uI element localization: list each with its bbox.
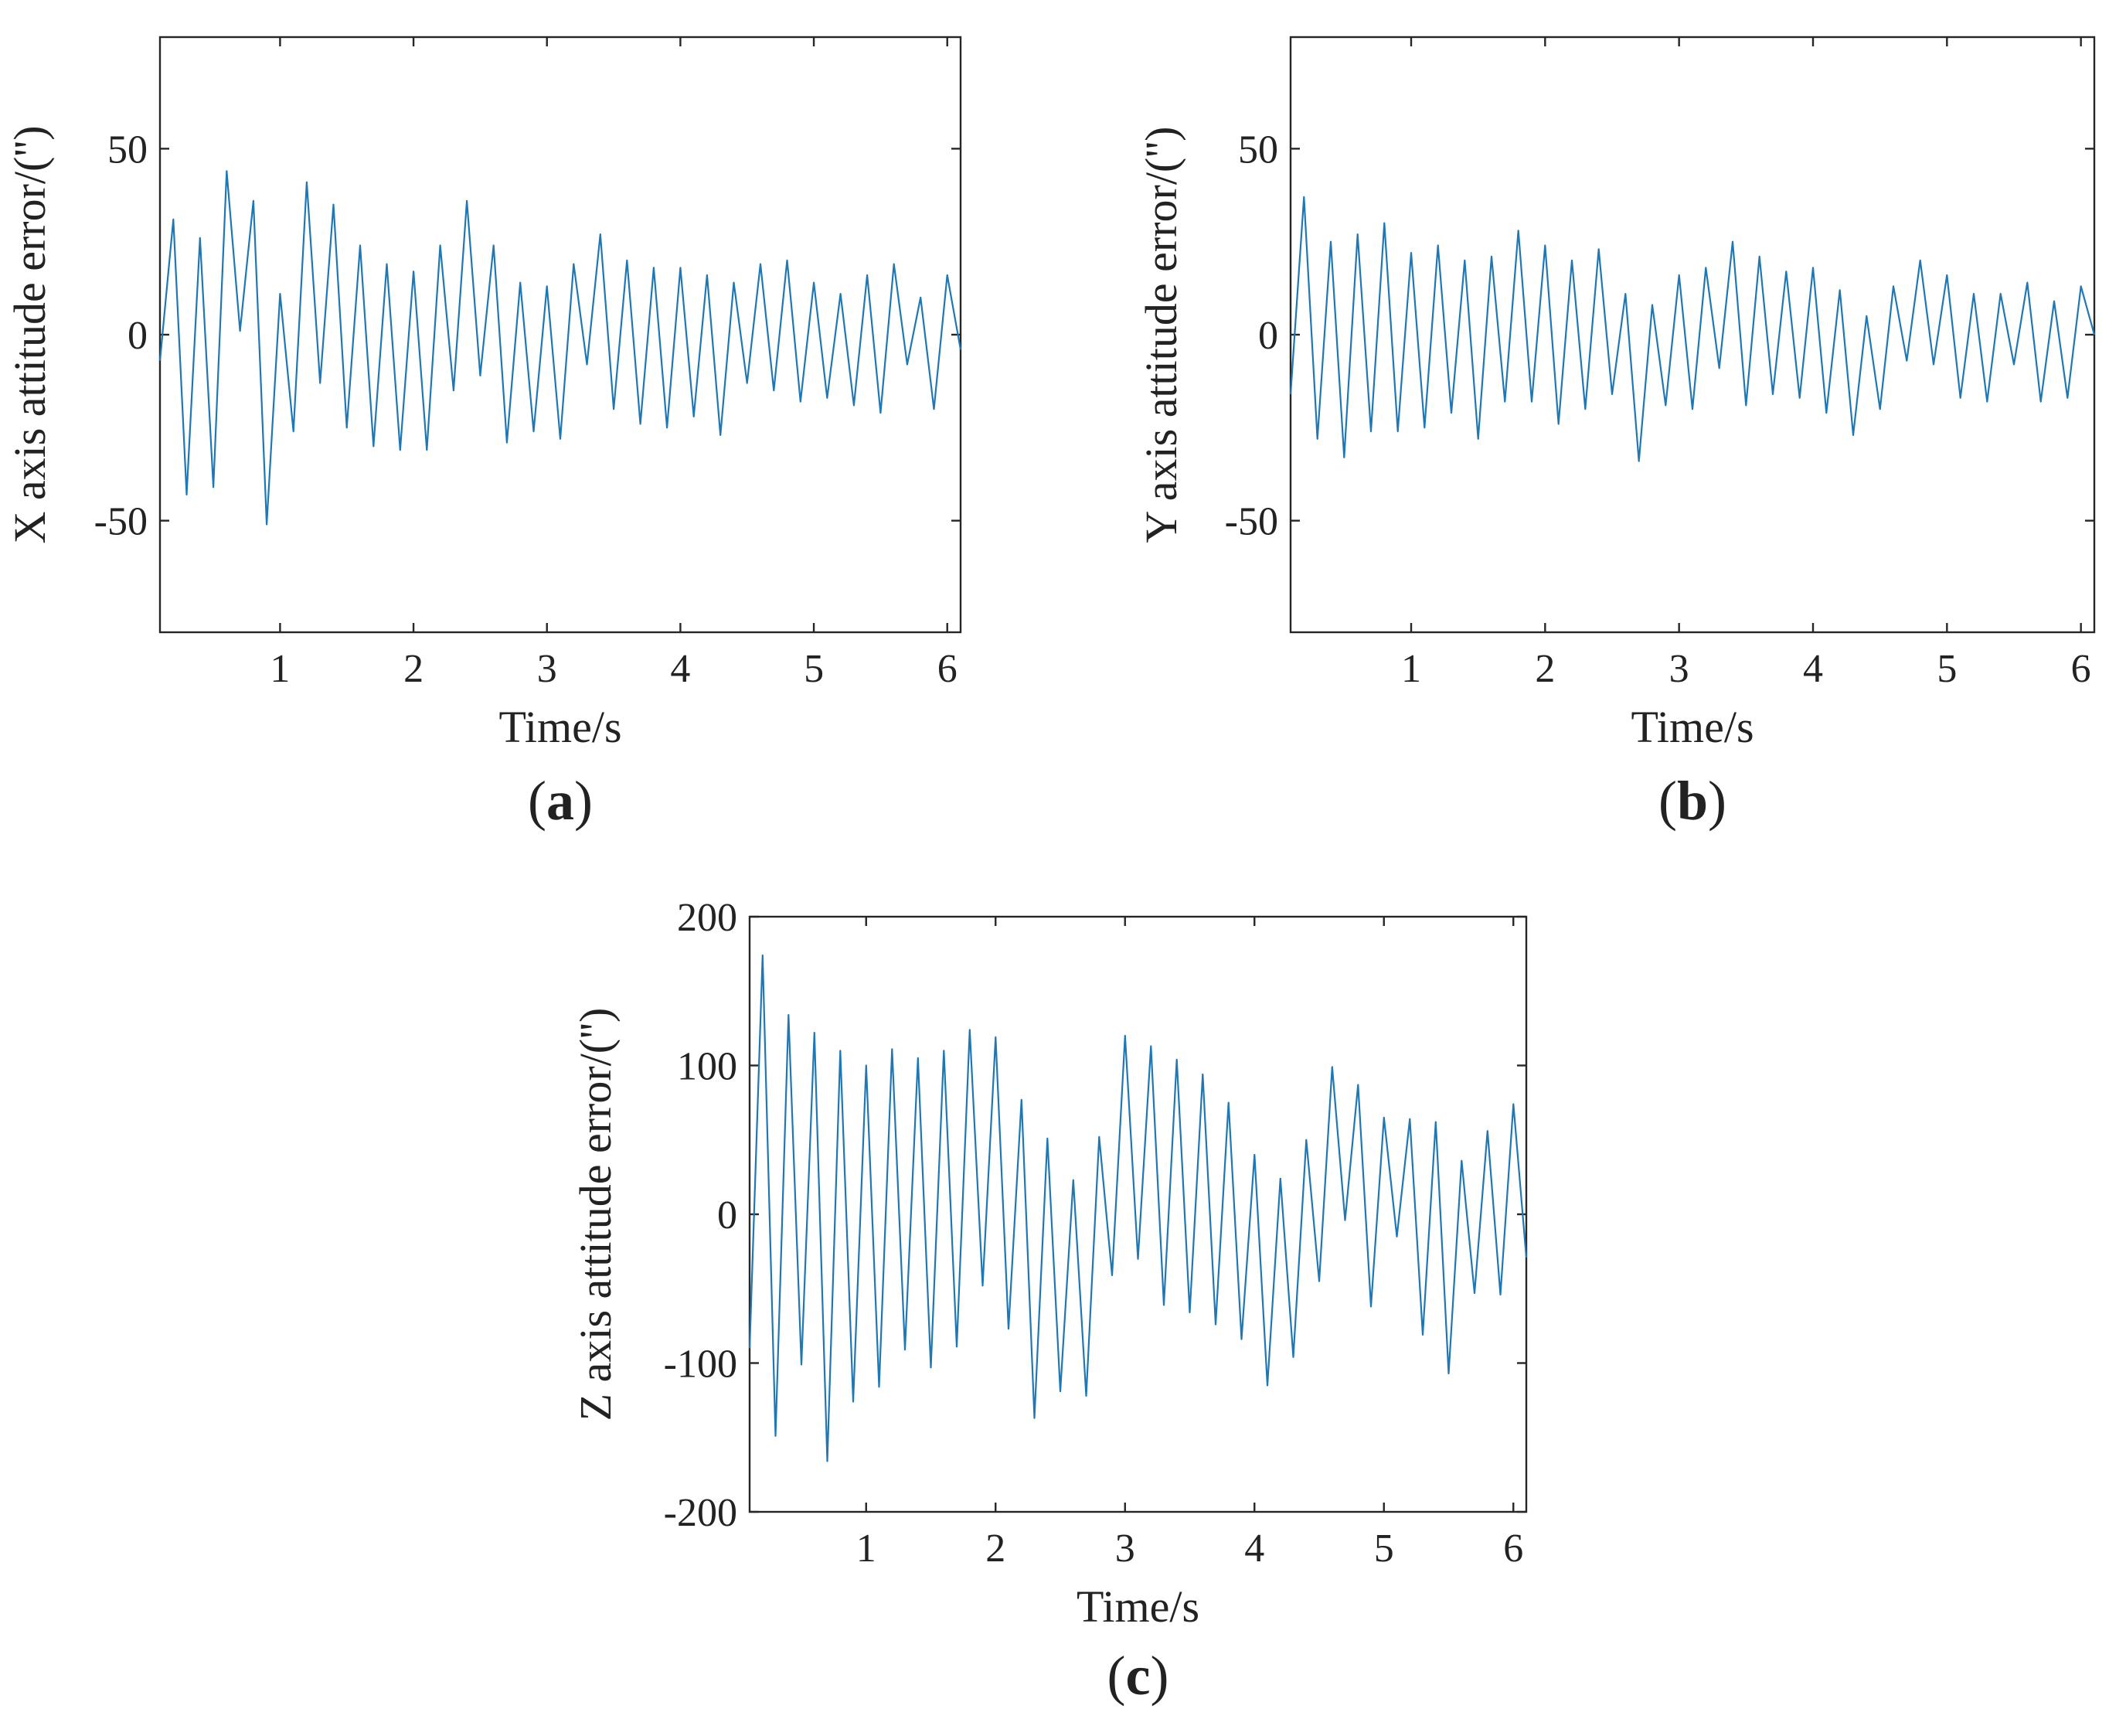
x-tick-label: 3 (1669, 647, 1689, 691)
x-tick-label: 1 (270, 647, 290, 691)
chart-a: 1 2 3 4 5 6 -50 0 50 Time/s X axis attitude error/… (5, 36, 962, 832)
series-line-b (1289, 196, 2096, 462)
y-tick-label: 50 (1238, 128, 1278, 172)
x-axis-label: Time/s (1077, 1581, 1199, 1632)
panel-label: (a) (528, 770, 593, 832)
y-tick-label: 0 (717, 1193, 737, 1237)
x-tick-label: 3 (537, 647, 557, 691)
series-line-a (158, 170, 962, 526)
y-axis-label: Z axis attitude error/('') (570, 1008, 621, 1421)
panel-letter: b (1677, 770, 1708, 832)
chart-b: 1 2 3 4 5 6 -50 0 50 Time/s Y axis attitude error/… (1136, 36, 2096, 832)
x-axis-label: Time/s (498, 702, 621, 752)
y-axis-label: Y axis attitude error/('') (1136, 127, 1186, 543)
x-tick-label: 6 (937, 647, 958, 691)
y-tick-label: 200 (677, 896, 737, 940)
y-tick-label: -200 (664, 1491, 737, 1535)
series-line-c (748, 954, 1528, 1462)
x-tick-label: 4 (1244, 1527, 1264, 1571)
plot-frame (748, 915, 1528, 1513)
x-tick-label: 3 (1115, 1527, 1135, 1571)
x-tick-label: 1 (1401, 647, 1421, 691)
y-tick-label: 100 (677, 1045, 737, 1089)
y-tick-label: 0 (1258, 314, 1278, 358)
chart-c: 1 2 3 4 5 6 -200 -100 0 100 200 Time/s Z axis attitu… (570, 896, 1528, 1707)
x-tick-label: 2 (403, 647, 424, 691)
plot-frame (1289, 36, 2096, 634)
x-tick-label: 5 (804, 647, 824, 691)
panel-label: (b) (1658, 770, 1726, 832)
panel-letter: a (546, 770, 574, 832)
x-tick-label: 2 (985, 1527, 1005, 1571)
plot-frame (158, 36, 962, 634)
x-tick-label: 5 (1937, 647, 1957, 691)
x-tick-label: 5 (1374, 1527, 1394, 1571)
y-tick-label: -50 (94, 500, 148, 544)
x-tick-label: 2 (1535, 647, 1555, 691)
y-axis-label: X axis attitude error/('') (5, 125, 55, 543)
x-tick-label: 6 (2071, 647, 2091, 691)
panel-b: 1 2 3 4 5 6 -50 0 50 Time/s Y axis attitude error/… (1128, 0, 2109, 870)
y-tick-label: 50 (107, 128, 148, 172)
y-tick-label: -50 (1225, 500, 1278, 544)
y-tick-label: 0 (128, 314, 148, 358)
x-tick-label: 1 (856, 1527, 876, 1571)
panel-label: (c) (1107, 1645, 1169, 1707)
x-tick-label: 4 (1803, 647, 1823, 691)
panel-letter: c (1126, 1645, 1151, 1707)
x-axis-label: Time/s (1631, 702, 1754, 752)
panel-a: 1 2 3 4 5 6 -50 0 50 Time/s X axis attitude error/… (0, 0, 1020, 870)
y-tick-label: -100 (664, 1343, 737, 1387)
x-tick-label: 6 (1503, 1527, 1523, 1571)
x-tick-label: 4 (670, 647, 690, 691)
panel-c: 1 2 3 4 5 6 -200 -100 0 100 200 Time/s Z axis attitu… (564, 873, 1584, 1736)
